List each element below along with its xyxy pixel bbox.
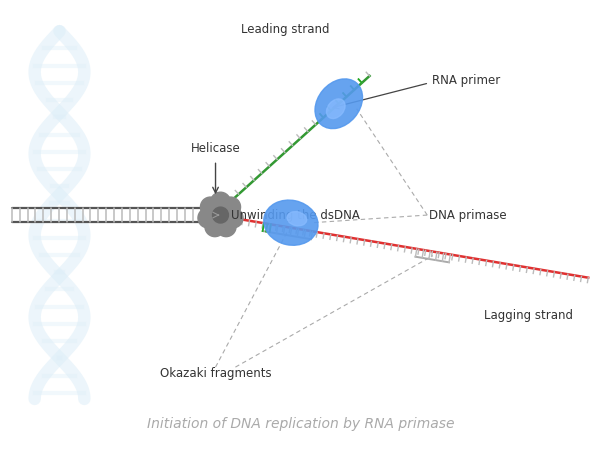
Text: Initiation of DNA replication by RNA primase: Initiation of DNA replication by RNA pri…	[147, 417, 455, 431]
Circle shape	[211, 192, 231, 212]
Text: Leading strand: Leading strand	[241, 23, 329, 36]
Text: Helicase: Helicase	[191, 143, 240, 155]
Ellipse shape	[264, 200, 318, 245]
Text: Lagging strand: Lagging strand	[484, 310, 573, 323]
Circle shape	[223, 208, 243, 228]
Circle shape	[198, 208, 218, 228]
Ellipse shape	[287, 212, 306, 226]
Circle shape	[205, 217, 225, 237]
Text: DNA primase: DNA primase	[429, 208, 507, 221]
Circle shape	[216, 217, 236, 237]
Text: Unwinding the dsDNA: Unwinding the dsDNA	[231, 208, 359, 221]
Circle shape	[200, 197, 220, 217]
Ellipse shape	[315, 79, 362, 129]
Circle shape	[213, 207, 228, 223]
Text: RNA primer: RNA primer	[432, 74, 500, 87]
Text: Okazaki fragments: Okazaki fragments	[160, 367, 272, 380]
Ellipse shape	[326, 99, 345, 118]
Circle shape	[221, 197, 241, 217]
